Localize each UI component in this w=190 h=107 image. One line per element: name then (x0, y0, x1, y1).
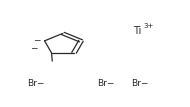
Text: Br−: Br− (27, 79, 44, 88)
Text: Br−: Br− (131, 79, 149, 88)
Text: −: − (33, 36, 40, 45)
Text: Ti: Ti (133, 26, 141, 36)
Text: Br−: Br− (97, 79, 115, 88)
Text: 3+: 3+ (144, 23, 154, 29)
Text: −: − (30, 43, 37, 52)
